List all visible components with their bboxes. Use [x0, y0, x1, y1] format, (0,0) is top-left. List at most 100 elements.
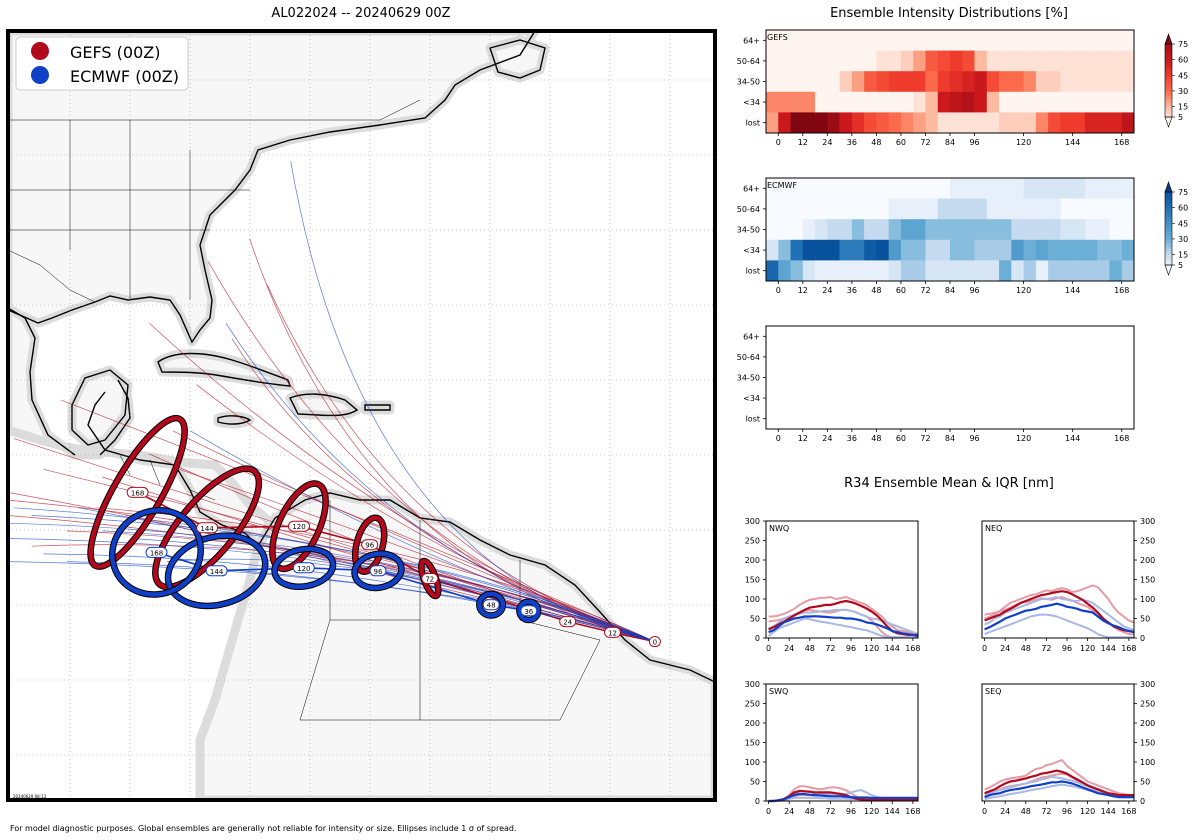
heatmap-cell [1084, 30, 1098, 51]
forecast-hour-badge-gefs [559, 616, 577, 628]
heatmap-cell [1121, 71, 1135, 93]
heatmap-cell [888, 260, 902, 282]
heatmap-cell [900, 91, 914, 113]
r34-x-tick-label: 168 [905, 644, 920, 653]
heatmap-cell [790, 219, 804, 241]
heatmap-cell [851, 50, 865, 72]
heatmap-cell [913, 91, 926, 113]
ensemble-member-track-gefs [149, 322, 656, 642]
r34-x-tick-label: 168 [1121, 807, 1136, 816]
heatmap-cell [1072, 178, 1086, 199]
heatmap-cell [1060, 178, 1073, 199]
heatmap-cell [766, 260, 779, 282]
heatmap-cell [778, 219, 791, 241]
colorbar-segment [1165, 246, 1172, 251]
heatmap-cell [790, 198, 804, 220]
forecast-hour-label-gefs: 96 [365, 542, 374, 550]
heatmap-cell [974, 219, 988, 241]
colorbar-tick-label: 75 [1178, 40, 1188, 49]
heatmap-cell [839, 178, 853, 199]
heatmap-cell [999, 50, 1012, 72]
heatmap-cell [1084, 239, 1098, 261]
heatmap-cell [1097, 178, 1110, 199]
r34-x-tick-label: 72 [825, 644, 835, 653]
coast-yucatan [71, 369, 129, 446]
forecast-hour-badge-ecmwf [482, 599, 500, 611]
forecast-hour-label-gefs: 0 [653, 639, 657, 647]
heatmap-cell [1035, 198, 1049, 220]
heatmap-cell [1121, 219, 1135, 241]
heatmap-cell [1084, 260, 1098, 282]
heatmap-cell [1035, 50, 1049, 72]
legend-gefs-label: GEFS (00Z) [70, 43, 160, 62]
legend-ecmwf-label: ECMWF (00Z) [70, 67, 179, 86]
heatmap-cell [1023, 30, 1037, 51]
r34-y-tick-label: 50 [1140, 615, 1150, 624]
heatmap-y-tick-label: <34 [743, 246, 760, 255]
forecast-hour-badge-gefs [421, 573, 439, 584]
heatmap-cell [1121, 112, 1135, 134]
heatmap-cell [1011, 178, 1024, 199]
heatmap-cell [815, 219, 828, 241]
r34-x-tick-label: 0 [766, 807, 771, 816]
colorbar-min-extension [1164, 116, 1173, 128]
forecast-hour-badge-gefs [288, 520, 310, 532]
heatmap-cell [1097, 239, 1110, 261]
r34-line-gefs-mean [768, 789, 918, 803]
heatmap-cell [1060, 71, 1073, 93]
r34-x-tick-label: 0 [982, 807, 987, 816]
colorbar-segment [1165, 54, 1172, 59]
map-gridlines [8, 31, 715, 800]
heatmap-cell [839, 219, 853, 241]
colorbar-segment [1165, 51, 1172, 56]
forecast-hour-label-ecmwf: 48 [487, 602, 496, 610]
heatmap-x-tick-label: 84 [945, 286, 955, 295]
heatmap-y-tick-label: <34 [743, 394, 760, 403]
heatmap-cell [766, 112, 779, 134]
colorbar-segment [1165, 80, 1172, 85]
colorbar-segment [1165, 69, 1172, 74]
heatmap-cell [1011, 239, 1024, 261]
heatmap-cell [913, 30, 926, 51]
heatmap-cell [876, 178, 889, 199]
heatmap-x-tick-label: 84 [945, 434, 955, 443]
heatmap-cell [1097, 50, 1110, 72]
r34-x-tick-label: 0 [766, 644, 771, 653]
r34-line-ecmwf-mean [984, 602, 1135, 634]
r34-x-tick-label: 72 [1041, 644, 1051, 653]
heatmap-cell [950, 50, 963, 72]
heatmap-cell [802, 219, 816, 241]
heatmap-cell [815, 178, 828, 199]
heatmap-cell [962, 71, 975, 93]
heatmap-cell [1023, 178, 1037, 199]
heatmap-cell [827, 91, 840, 113]
heatmap-cell [839, 91, 853, 113]
r34-x-tick-label: 24 [784, 807, 794, 816]
heatmap-cell [864, 178, 877, 199]
heatmap-cell [1048, 30, 1061, 51]
heatmap-cell [1084, 91, 1098, 113]
heatmap-cell [900, 260, 914, 282]
colorbar-segment [1165, 87, 1172, 92]
heatmap-cell [876, 30, 889, 51]
heatmap-cell [1023, 71, 1037, 93]
heatmap-cell [1109, 30, 1123, 51]
heatmap-cell [1023, 239, 1037, 261]
colorbar-tick-label: 30 [1178, 235, 1188, 244]
forecast-hour-labels: 0 12 24 72 96 120 144 168 36 48 96 120 144 168 [126, 486, 661, 648]
r34-line-gefs-mean [984, 769, 1134, 797]
r34-x-tick-label: 144 [1101, 807, 1116, 816]
coast-puerto-rico [364, 404, 391, 411]
border-us-mexico [8, 249, 96, 303]
heatmap-cell [1035, 260, 1049, 282]
heatmap-cell [778, 198, 791, 220]
heatmap-cell [913, 219, 926, 241]
forecast-hour-badge-ecmwf [292, 562, 315, 574]
r34-y-tick-label: 150 [745, 576, 760, 585]
heatmap-cell [999, 71, 1012, 93]
colorbar-segment [1165, 224, 1172, 229]
border-south-america [299, 500, 601, 721]
forecast-hour-badge-gefs [604, 626, 621, 638]
heatmap-cell [999, 30, 1012, 51]
